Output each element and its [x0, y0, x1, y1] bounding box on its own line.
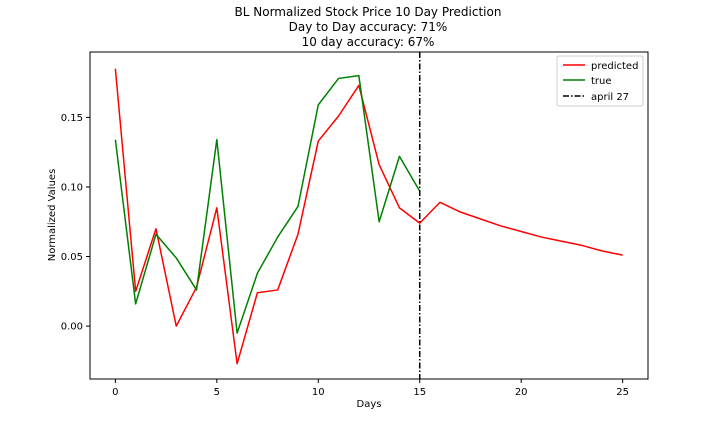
x-tick-label-15: 15 — [413, 387, 426, 398]
y-axis: 0.00 0.05 0.10 0.15 — [61, 113, 90, 333]
y-tick-label-0.00: 0.00 — [61, 322, 83, 333]
title-line-3: 10 day accuracy: 67% — [302, 35, 435, 49]
data-point-predicted-0 — [114, 68, 116, 70]
legend-label-true: true — [591, 76, 612, 87]
data-point-predicted-22 — [561, 240, 563, 242]
data-point-predicted-18 — [479, 218, 481, 220]
data-point-predicted-24 — [601, 250, 603, 252]
data-point-predicted-11 — [337, 115, 339, 117]
data-point-true-9 — [297, 205, 299, 207]
y-tick-label-0.15: 0.15 — [61, 113, 83, 124]
data-point-true-4 — [195, 289, 197, 291]
title-line-1: BL Normalized Stock Price 10 Day Predict… — [235, 5, 502, 19]
data-point-true-11 — [337, 77, 339, 79]
x-tick-label-5: 5 — [214, 387, 220, 398]
data-point-predicted-23 — [581, 244, 583, 246]
legend-label-april-27: april 27 — [591, 92, 629, 103]
data-point-predicted-5 — [216, 207, 218, 209]
data-point-true-12 — [358, 74, 360, 76]
data-point-true-6 — [236, 332, 238, 334]
data-point-predicted-25 — [621, 254, 623, 256]
data-point-predicted-2 — [155, 228, 157, 230]
y-axis-label: Normalized Values — [47, 169, 58, 262]
data-point-predicted-8 — [276, 289, 278, 291]
legend-box — [556, 55, 644, 107]
series-line-predicted — [114, 68, 623, 365]
data-point-predicted-21 — [540, 236, 542, 238]
data-point-true-5 — [216, 138, 218, 140]
data-point-predicted-9 — [297, 233, 299, 235]
data-point-predicted-16 — [439, 201, 441, 203]
data-point-predicted-7 — [256, 292, 258, 294]
data-point-true-3 — [175, 257, 177, 259]
x-tick-label-20: 20 — [515, 387, 528, 398]
data-point-true-8 — [276, 236, 278, 238]
x-tick-label-0: 0 — [112, 387, 118, 398]
data-point-true-7 — [256, 272, 258, 274]
title-line-2: Day to Day accuracy: 71% — [289, 20, 448, 34]
data-point-true-13 — [378, 221, 380, 223]
y-tick-label-0.05: 0.05 — [61, 252, 83, 263]
x-axis: 0 5 10 15 20 25 — [112, 379, 629, 398]
x-tick-label-10: 10 — [312, 387, 325, 398]
data-point-predicted-3 — [175, 325, 177, 327]
legend: predicted true april 27 — [556, 55, 644, 107]
y-tick-label-0.10: 0.10 — [61, 182, 83, 193]
data-point-predicted-20 — [520, 230, 522, 232]
data-point-true-1 — [134, 303, 136, 305]
data-point-predicted-19 — [500, 225, 502, 227]
data-point-predicted-6 — [236, 362, 238, 364]
x-axis-label: Days — [357, 399, 382, 410]
data-point-predicted-13 — [378, 164, 380, 166]
x-tick-label-25: 25 — [616, 387, 629, 398]
data-point-true-14 — [398, 155, 400, 157]
data-point-true-0 — [114, 138, 116, 140]
data-point-predicted-14 — [398, 207, 400, 209]
plot-frame — [89, 51, 649, 380]
legend-label-predicted: predicted — [591, 61, 638, 72]
data-point-predicted-17 — [459, 211, 461, 213]
plot-area — [114, 52, 623, 379]
data-point-true-2 — [155, 233, 157, 235]
series-line-true — [114, 74, 421, 334]
chart-title: BL Normalized Stock Price 10 Day Predict… — [235, 5, 502, 49]
data-point-predicted-10 — [317, 140, 319, 142]
data-point-true-10 — [317, 104, 319, 106]
